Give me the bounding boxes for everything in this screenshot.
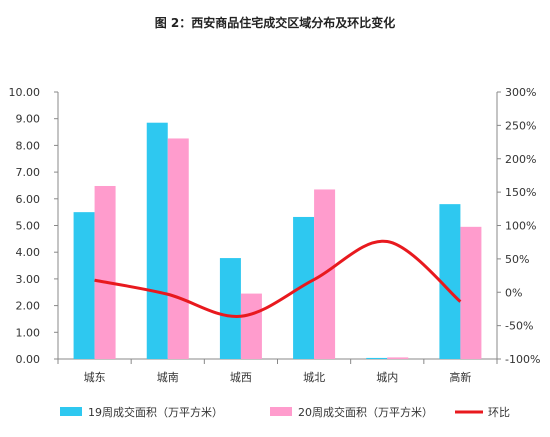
x-category-label: 城南 xyxy=(157,371,179,384)
bar xyxy=(293,216,315,359)
legend-swatch xyxy=(60,407,82,416)
ratio-line-path xyxy=(94,239,462,318)
right-tick-label: 100% xyxy=(505,220,536,233)
left-tick-label: 3.00 xyxy=(16,273,41,286)
left-tick-label: 7.00 xyxy=(16,166,41,179)
right-tick-label: 250% xyxy=(505,119,536,132)
chart-title: 图 2：西安商品住宅成交区域分布及环比变化 xyxy=(154,16,396,30)
bar xyxy=(146,122,168,359)
bar xyxy=(366,357,388,359)
left-tick-label: 8.00 xyxy=(16,139,41,152)
tick-labels: 0.00 1.00 2.00 3.00 4.00 5.00 6.00 7.00 8.00 9.00… xyxy=(9,86,541,384)
bar xyxy=(219,258,241,359)
right-tick-label: -50% xyxy=(505,320,533,333)
legend-swatch xyxy=(270,407,292,416)
legend-label: 环比 xyxy=(488,406,510,419)
legend-label: 19周成交面积（万平方米） xyxy=(88,405,223,419)
left-tick-label: 4.00 xyxy=(16,246,41,259)
bar xyxy=(439,204,461,359)
x-category-label: 城东 xyxy=(84,371,106,384)
right-tick-label: 50% xyxy=(505,253,529,266)
bar xyxy=(94,185,116,359)
left-tick-label: 1.00 xyxy=(16,326,41,339)
ratio-line xyxy=(94,239,462,318)
bar xyxy=(167,138,189,359)
right-tick-label: 150% xyxy=(505,186,536,199)
right-tick-label: -100% xyxy=(505,353,540,366)
right-tick-label: 0% xyxy=(505,286,522,299)
x-category-label: 城西 xyxy=(230,371,252,384)
x-category-label: 城北 xyxy=(303,371,325,384)
legend: 19周成交面积（万平方米） 20周成交面积（万平方米） 环比 xyxy=(60,405,510,419)
x-category-label: 城内 xyxy=(376,370,398,384)
legend-label: 20周成交面积（万平方米） xyxy=(298,405,433,419)
left-tick-label: 10.00 xyxy=(9,86,41,99)
right-tick-label: 300% xyxy=(505,86,536,99)
left-tick-label: 5.00 xyxy=(16,220,41,233)
bars xyxy=(73,122,482,359)
x-category-label: 高新 xyxy=(449,370,471,384)
axes xyxy=(54,91,501,364)
left-tick-label: 9.00 xyxy=(16,113,41,126)
bar xyxy=(387,357,409,359)
bar xyxy=(460,226,482,359)
left-tick-label: 0.00 xyxy=(16,353,41,366)
bar xyxy=(240,293,262,359)
bar xyxy=(73,212,95,359)
right-tick-label: 200% xyxy=(505,153,536,166)
left-tick-label: 6.00 xyxy=(16,193,41,206)
left-tick-label: 2.00 xyxy=(16,300,41,313)
